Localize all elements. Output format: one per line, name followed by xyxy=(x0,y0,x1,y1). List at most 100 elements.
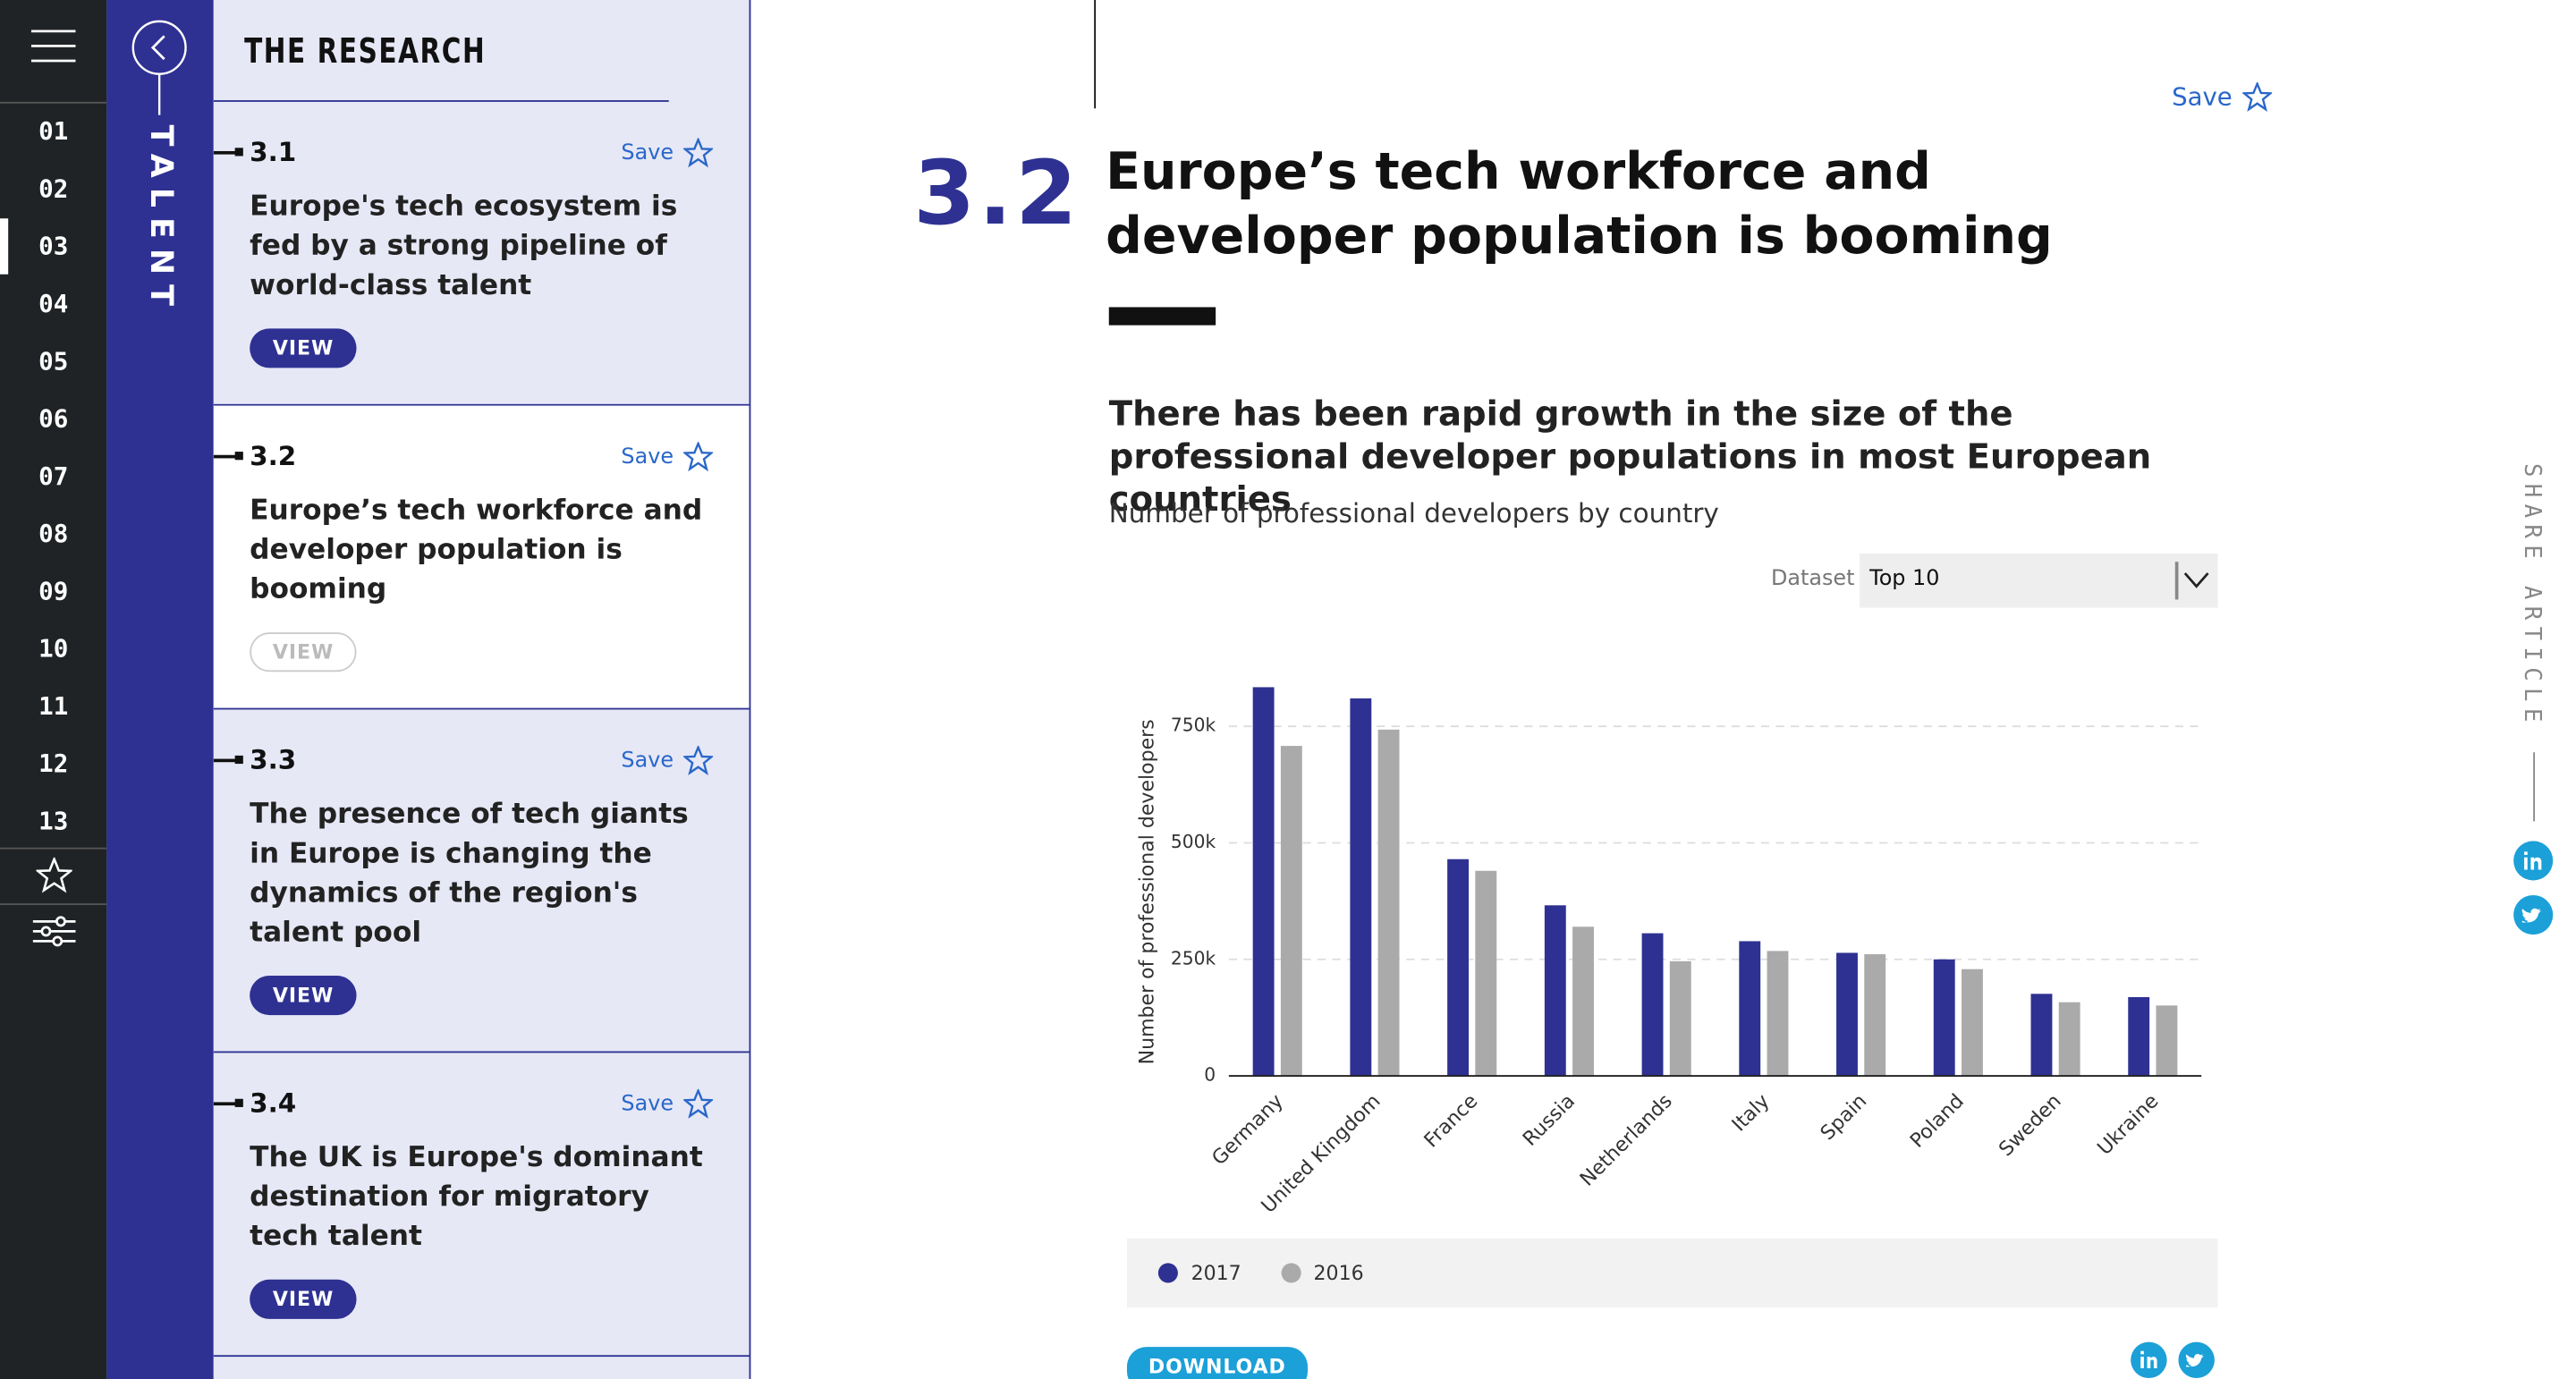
x-tick-label: Germany xyxy=(1208,1090,1288,1170)
article-share xyxy=(2513,841,2554,935)
rule xyxy=(1094,0,1097,109)
item-title: The UK is Europe's dominant destination … xyxy=(250,1141,703,1254)
filter-button[interactable] xyxy=(32,915,76,948)
save-button[interactable]: Save xyxy=(621,1088,714,1119)
menu-button[interactable] xyxy=(30,28,76,63)
save-label: Save xyxy=(621,748,674,774)
bar xyxy=(1933,959,1955,1077)
y-tick-label: 250k xyxy=(1171,947,1216,969)
legend: 2017 2016 xyxy=(1126,1238,2218,1308)
divider xyxy=(0,847,107,850)
save-button[interactable]: Save xyxy=(2172,81,2272,112)
item-number: 3.3 xyxy=(250,742,713,778)
nav-item[interactable]: 03 xyxy=(0,218,106,275)
nav-item[interactable]: 12 xyxy=(38,749,69,779)
save-button[interactable]: Save xyxy=(621,442,714,472)
star-icon xyxy=(683,745,714,775)
nav-item[interactable]: 01 xyxy=(38,116,69,147)
save-label: Save xyxy=(621,444,674,470)
nav-item[interactable]: 05 xyxy=(38,346,69,376)
x-tick-label: Russia xyxy=(1519,1090,1580,1151)
bar xyxy=(2156,1005,2178,1077)
view-button[interactable]: VIEW xyxy=(250,632,357,673)
legend-item[interactable]: 2016 xyxy=(1280,1261,1364,1285)
legend-label: 2017 xyxy=(1191,1261,1241,1285)
title-bar xyxy=(1108,307,1216,326)
x-tick-label: Netherlands xyxy=(1576,1090,1677,1191)
article-number: 3.2 xyxy=(913,140,1080,245)
view-button[interactable]: VIEW xyxy=(250,328,357,368)
save-label: Save xyxy=(621,1091,674,1117)
bar xyxy=(1864,954,1886,1077)
dataset-label: Dataset xyxy=(1770,566,1855,592)
legend-swatch xyxy=(1280,1263,1301,1283)
chart-caption: Number of professional developers by cou… xyxy=(1108,497,1719,529)
nav-item[interactable]: 09 xyxy=(38,576,69,606)
bar xyxy=(1669,960,1691,1077)
item-number: 3.1 xyxy=(250,135,713,171)
section-label: TALENT xyxy=(142,124,180,316)
nav-item[interactable]: 13 xyxy=(38,806,69,836)
nav-item[interactable]: 06 xyxy=(38,403,69,434)
save-button[interactable]: Save xyxy=(621,138,714,168)
bar xyxy=(2058,1002,2080,1077)
nav-item[interactable]: 11 xyxy=(38,691,69,722)
back-button[interactable] xyxy=(106,0,213,131)
view-button[interactable]: VIEW xyxy=(250,1279,357,1319)
legend-item[interactable]: 2017 xyxy=(1157,1261,1241,1285)
research-item: 3.4 Save The UK is Europe's dominant desti… xyxy=(213,1053,750,1358)
legend-swatch xyxy=(1157,1263,1178,1283)
star-icon xyxy=(683,1088,714,1119)
chevron xyxy=(2183,572,2209,588)
legend-label: 2016 xyxy=(1313,1261,1364,1285)
bar xyxy=(1544,905,1566,1077)
share-rule xyxy=(2533,752,2536,822)
bar xyxy=(1836,952,1858,1077)
item-number: 3.4 xyxy=(250,1086,713,1121)
nav-item[interactable]: 04 xyxy=(38,289,69,319)
chart: 0 250k 500k 750k Number of professional deve… xyxy=(1136,687,2202,1218)
nav-item[interactable]: 02 xyxy=(38,173,69,204)
x-tick-label: Poland xyxy=(1906,1090,1969,1153)
bar xyxy=(2030,994,2053,1077)
nav-item[interactable]: 10 xyxy=(38,633,69,664)
bar xyxy=(1572,926,1594,1077)
star-icon xyxy=(683,442,714,472)
x-tick-label: Spain xyxy=(1817,1090,1871,1145)
research-item: 3.3 Save The presence of tech giants in Eu… xyxy=(213,709,750,1053)
view-button[interactable]: VIEW xyxy=(250,975,357,1016)
nav-item[interactable]: 08 xyxy=(38,519,69,549)
star-icon xyxy=(683,138,714,168)
y-axis-label: Number of professional developers xyxy=(1136,719,1158,1064)
bar xyxy=(1739,941,1761,1077)
article-title: Europe’s tech workforce and developer po… xyxy=(1106,142,2053,266)
item-title: Europe’s tech workforce and developer po… xyxy=(250,494,703,606)
dataset-value: Top 10 xyxy=(1869,566,1940,592)
x-tick-label: Italy xyxy=(1728,1090,1774,1136)
save-button[interactable]: Save xyxy=(621,745,714,775)
saved-button[interactable] xyxy=(36,857,72,893)
research-panel: THE RESEARCH 3.1 Save Europe's tech ecosys… xyxy=(213,0,751,1379)
x-tick-label: Sweden xyxy=(1995,1090,2065,1161)
section-nav: 01 02 03 04 05 06 07 08 09 10 11 12 13 xyxy=(0,0,107,1379)
y-tick-label: 500k xyxy=(1171,831,1216,852)
bar xyxy=(2128,996,2150,1077)
dataset-select[interactable]: Top 10 xyxy=(1860,553,2218,608)
item-number: 3.2 xyxy=(250,438,713,474)
x-tick-label: France xyxy=(1420,1090,1482,1152)
bar xyxy=(1641,933,1664,1077)
research-item: 3.1 Save Europe's tech ecosystem is fed by… xyxy=(213,102,750,406)
research-list: 3.1 Save Europe's tech ecosystem is fed by… xyxy=(213,102,750,1379)
y-tick-label: 750k xyxy=(1171,715,1216,736)
research-item: 3.5Save xyxy=(214,1357,750,1379)
y-tick-label: 0 xyxy=(1204,1064,1216,1086)
x-tick-label: Ukraine xyxy=(2094,1090,2164,1160)
nav-item[interactable]: 07 xyxy=(38,461,69,492)
section-strip: TALENT xyxy=(106,0,214,1379)
bar xyxy=(1377,729,1400,1077)
bar xyxy=(1350,698,1372,1077)
star-icon xyxy=(2241,81,2272,112)
chart-share xyxy=(2131,1341,2215,1378)
download-button[interactable]: DOWNLOAD xyxy=(1126,1347,1308,1379)
save-label: Save xyxy=(2172,81,2233,112)
